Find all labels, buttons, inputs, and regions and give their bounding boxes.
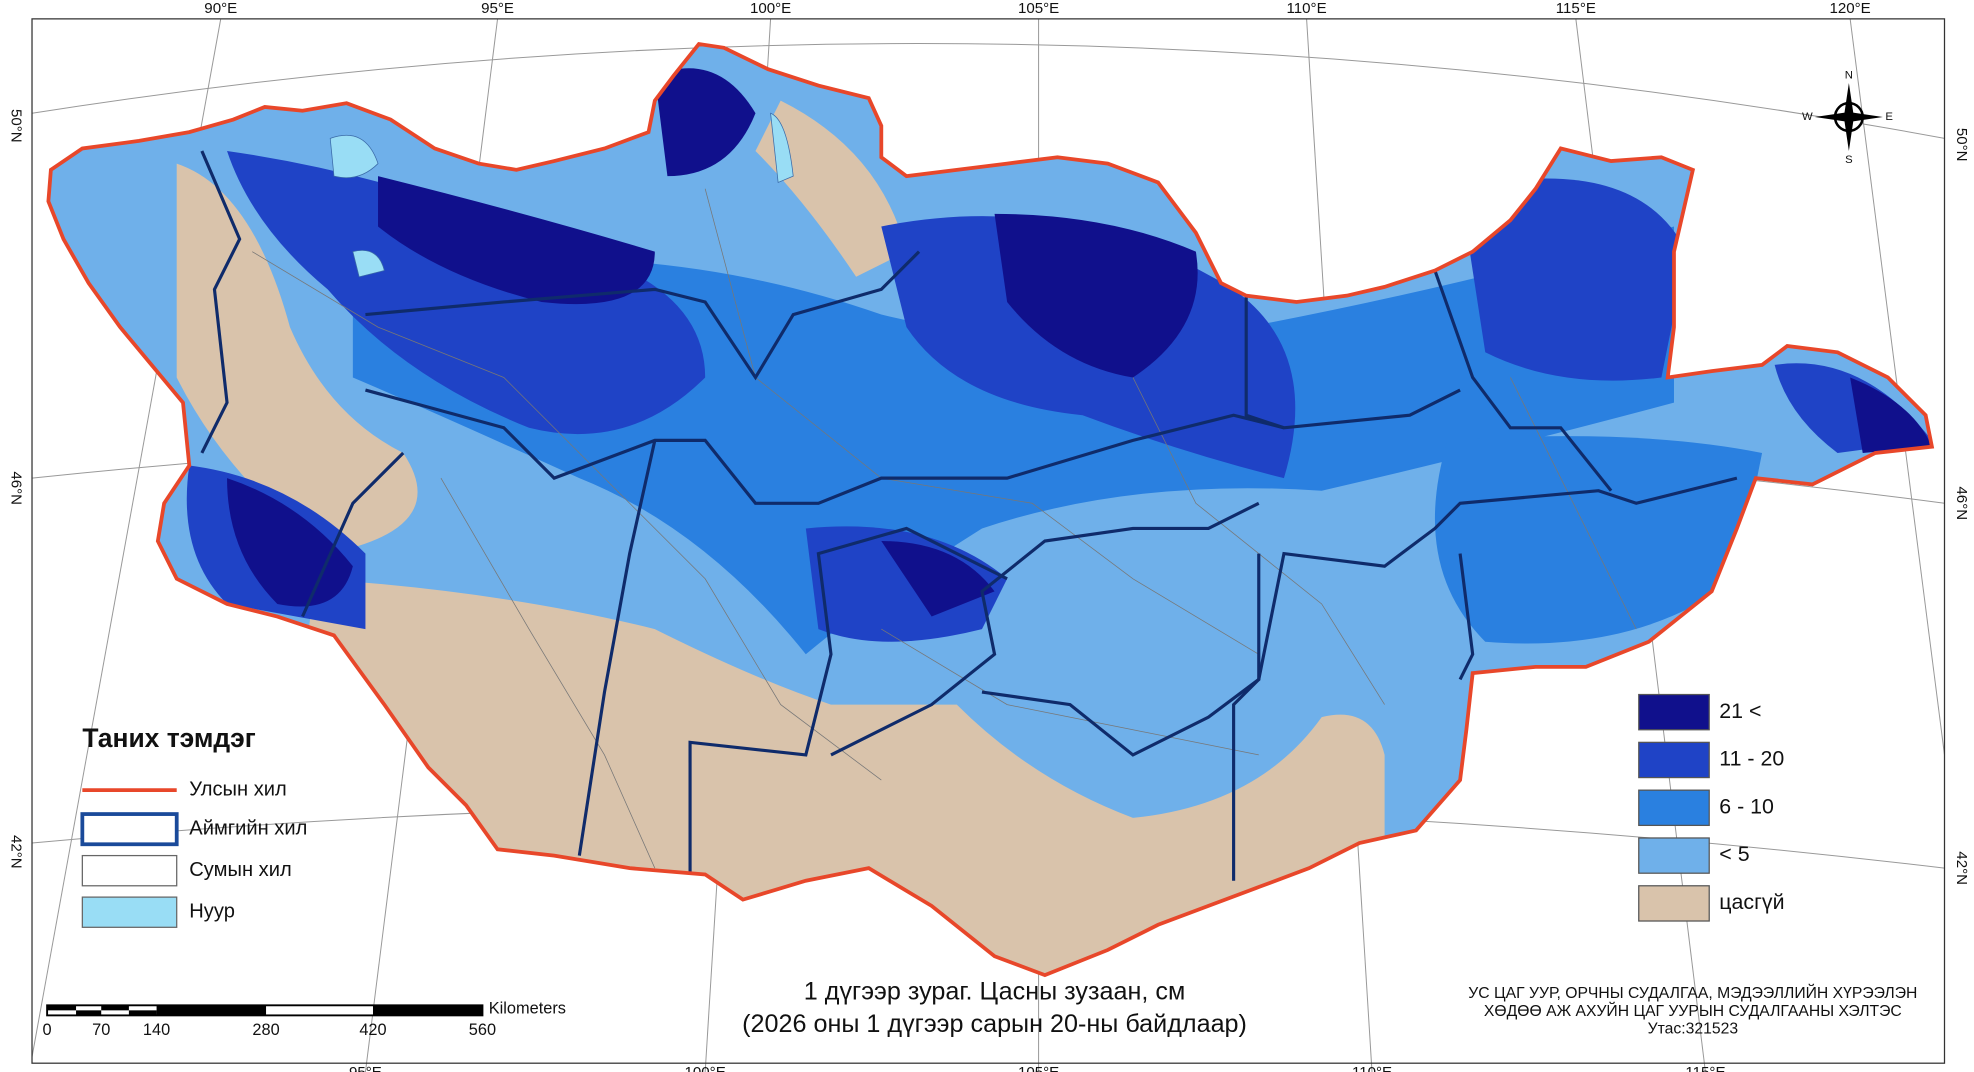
map-shape: [881, 541, 995, 617]
snow-legend-label: 21 <: [1719, 699, 1761, 723]
map-shape: [329, 134, 379, 179]
map-shape: [704, 188, 1259, 655]
caption: (2026 оны 1 дүгээр сарын 20-ны байдлаар): [742, 1010, 1247, 1038]
scale-unit: Kilometers: [489, 999, 566, 1017]
map-shape: [1814, 111, 1883, 123]
snow-legend-label: 6 - 10: [1719, 794, 1774, 818]
map-shape: [1433, 269, 1613, 492]
scale-bar: [46, 1004, 484, 1017]
map-shape: [1638, 789, 1710, 827]
graticule-label: 100°E: [685, 1064, 726, 1072]
graticule-label: 95°E: [481, 0, 514, 17]
graticule-label: 120°E: [1830, 0, 1871, 17]
graticule-label: 46°N: [1953, 486, 1970, 520]
graticule-label: 110°E: [1287, 0, 1327, 17]
graticule-label: 105°E: [1018, 0, 1059, 17]
map-shape: [365, 250, 921, 381]
map-shape: [981, 553, 1261, 757]
compass-label: N: [1845, 69, 1853, 81]
map-shape: [156, 1005, 267, 1016]
legend-label: Аймгийн хил: [189, 817, 307, 839]
frame: [31, 18, 1946, 1064]
graticule-label: 115°E: [1556, 0, 1596, 17]
map-shape: [654, 68, 756, 177]
map-shape: [1638, 885, 1710, 922]
map-shape: [128, 1010, 157, 1016]
legend-label: Сумын хил: [189, 859, 291, 881]
map-shape: [1638, 693, 1710, 731]
scale-label: 70: [92, 1021, 110, 1039]
compass-label: S: [1845, 154, 1853, 166]
map-shape: [1460, 178, 1687, 381]
snow-legend-label: < 5: [1719, 842, 1749, 866]
map-shape: [352, 250, 385, 278]
map-shape: [881, 628, 1259, 756]
graticule-label: 110°E: [1352, 1064, 1392, 1072]
compass-label: W: [1802, 111, 1813, 123]
graticule-label: 90°E: [204, 0, 237, 17]
legend-label: Нуур: [189, 901, 235, 923]
graticule-label: 42°N: [1953, 851, 1970, 885]
map-shape: [227, 150, 706, 435]
map-shape: [81, 896, 178, 928]
map-shape: [770, 112, 794, 183]
map-shape: [440, 477, 656, 869]
graticule-label: 95°E: [349, 1064, 382, 1072]
map-shape: [176, 163, 418, 554]
scale-label: 0: [43, 1021, 52, 1039]
compass: [1814, 83, 1883, 151]
caption: 1 дүгээр зураг. Цасны зузаан, см: [804, 977, 1185, 1005]
map-shape: [81, 854, 178, 887]
compass-label: E: [1885, 111, 1893, 123]
map-shape: [830, 501, 1260, 757]
institution: УС ЦАГ УУР, ОРЧНЫ СУДАЛГАА, МЭДЭЭЛЛИЙН Х…: [1468, 983, 1917, 1002]
graticule-label: 100°E: [750, 0, 791, 17]
map-shape: [301, 451, 405, 618]
map-shape: [1638, 837, 1710, 874]
map-shape: [200, 150, 242, 454]
map-shape: [31, 43, 1945, 139]
map-shape: [1244, 295, 1461, 430]
institution: Утас:321523: [1648, 1020, 1739, 1037]
map-shape: [365, 388, 1285, 505]
map-shape: [1232, 476, 1738, 881]
map-shape: [755, 100, 907, 277]
map-shape: [1434, 436, 1763, 644]
graticule-label: 115°E: [1685, 1064, 1725, 1072]
snow-legend-label: 11 - 20: [1719, 747, 1784, 771]
map-shape: [47, 1005, 77, 1011]
graticule-label: 50°N: [1953, 128, 1970, 162]
graticule-label: 50°N: [8, 109, 25, 143]
map-shape: [994, 213, 1198, 378]
legend-label: Улсын хил: [189, 778, 286, 800]
snow-legend-label: цасгүй: [1719, 890, 1784, 914]
map-shape: [1458, 553, 1475, 681]
map-shape: [1850, 377, 1932, 453]
scale-label: 140: [143, 1021, 170, 1039]
map-shape: [688, 526, 1008, 881]
scale-label: 420: [359, 1021, 386, 1039]
institution: ХӨДӨӨ АЖ АХУЙН ЦАГ УУРЫН СУДАЛГААНЫ ХЭЛТ…: [1484, 1001, 1902, 1020]
scale-label: 560: [469, 1021, 496, 1039]
scale-label: 280: [252, 1021, 279, 1039]
map-shape: [200, 150, 1738, 881]
legend-title: Таних тэмдэг: [82, 723, 255, 753]
map-shape: [101, 1005, 129, 1011]
map-shape: [372, 1005, 483, 1016]
snow-legend: [1638, 693, 1710, 922]
map-shape: [80, 812, 179, 847]
map-shape: [378, 176, 655, 305]
map-shape: [252, 251, 882, 781]
map-shape: [1638, 741, 1710, 779]
graticule-label: 46°N: [8, 471, 25, 505]
graticule-label: 42°N: [8, 835, 25, 869]
graticule-label: 105°E: [1018, 1064, 1059, 1072]
legend: [80, 788, 179, 928]
map-shape: [577, 440, 657, 856]
map-shape: [76, 1010, 102, 1016]
